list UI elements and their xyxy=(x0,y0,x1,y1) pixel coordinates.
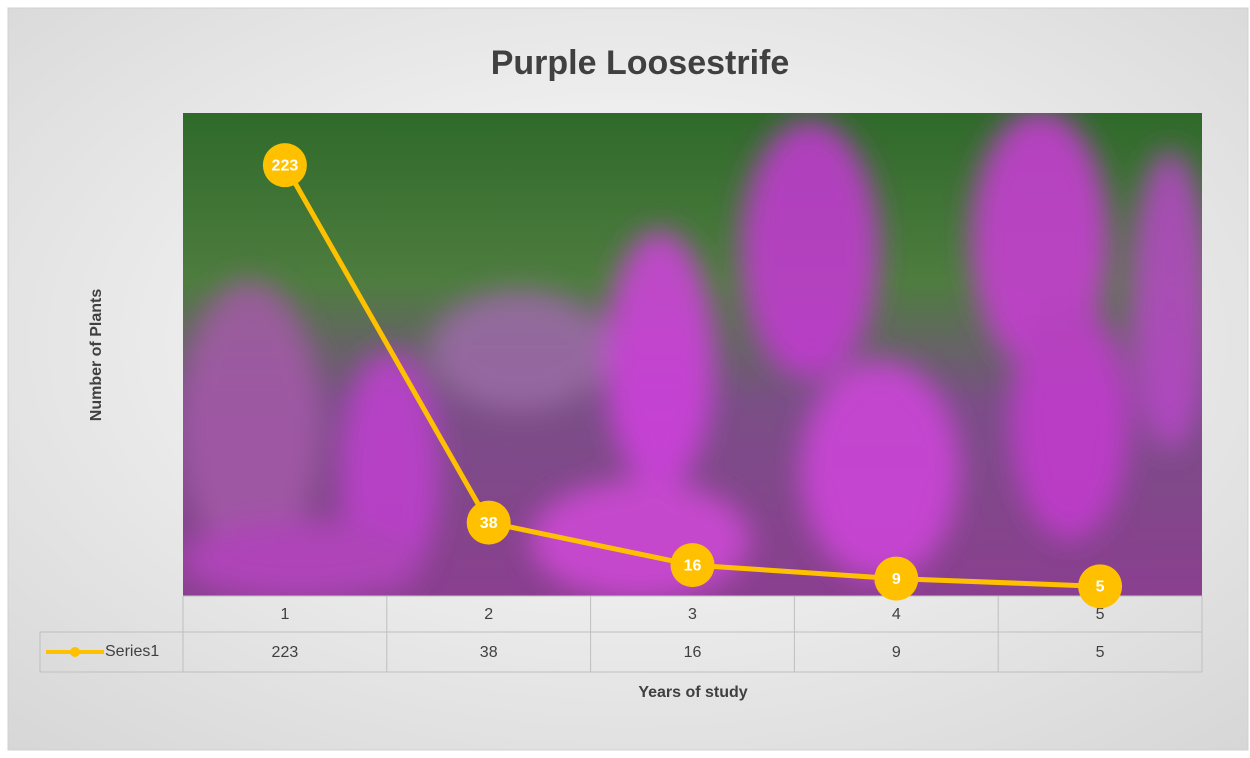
table-value: 38 xyxy=(480,644,498,661)
x-tick-label: 5 xyxy=(1096,606,1105,623)
data-table xyxy=(39,595,1203,673)
chart-title: Purple Loosestrife xyxy=(491,44,790,82)
marker xyxy=(262,143,307,188)
x-tick-label: 3 xyxy=(688,606,697,623)
y-axis-label: Number of Plants xyxy=(88,289,105,422)
marker xyxy=(466,500,511,545)
x-tick-label: 2 xyxy=(484,606,493,623)
x-axis-label: Years of study xyxy=(638,684,747,701)
data-label: 223 xyxy=(272,157,299,174)
legend-key-marker xyxy=(70,647,80,657)
legend-label: Series1 xyxy=(105,643,159,660)
table-value: 9 xyxy=(892,644,901,661)
marker xyxy=(670,543,715,588)
x-tick-label: 4 xyxy=(892,606,901,623)
table-value: 223 xyxy=(272,644,299,661)
data-label: 16 xyxy=(684,557,702,574)
plot-background xyxy=(183,113,1202,596)
data-label: 38 xyxy=(480,515,498,532)
x-tick-label: 1 xyxy=(280,606,289,623)
data-label: 5 xyxy=(1096,579,1105,596)
table-value: 16 xyxy=(684,644,702,661)
marker xyxy=(874,556,919,601)
data-label: 9 xyxy=(892,571,901,588)
table-value: 5 xyxy=(1096,644,1105,661)
marker xyxy=(1078,564,1123,609)
